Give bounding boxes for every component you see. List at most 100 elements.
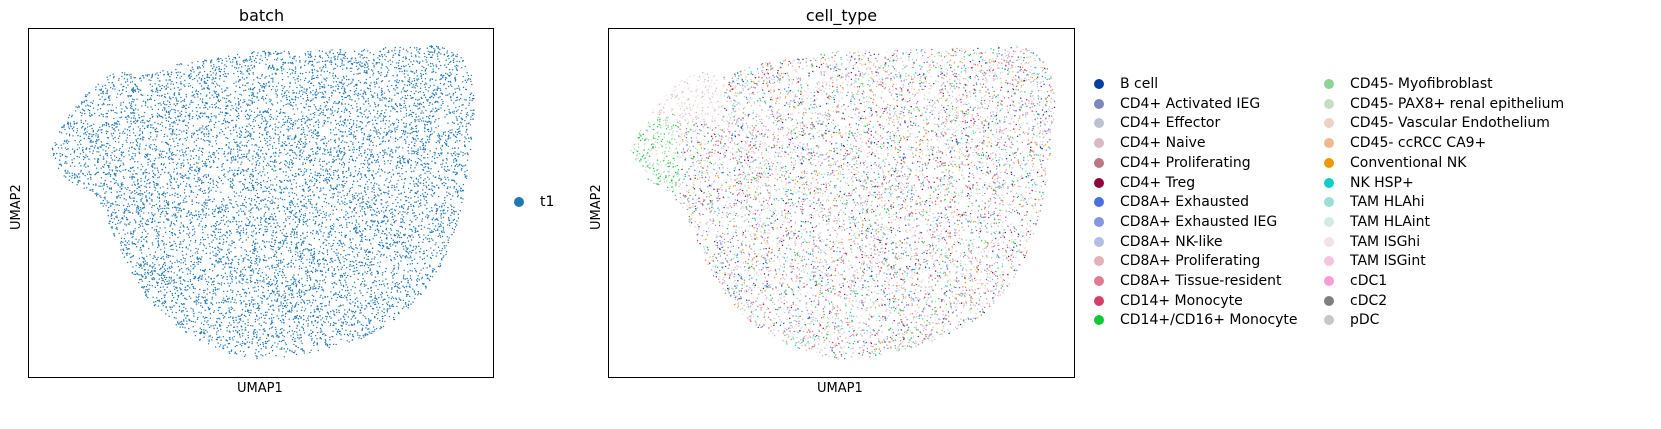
batch-point [283,240,285,243]
batch-point [166,71,169,73]
batch-point [273,52,275,55]
batch-point [134,204,136,206]
batch-point [417,103,419,105]
batch-point [345,224,348,226]
batch-point [200,213,202,216]
batch-point [453,213,455,215]
batch-point [371,95,374,97]
batch-point [199,239,202,241]
batch-point [416,217,418,219]
batch-point [328,173,331,175]
batch-point [120,194,123,196]
batch-point [234,169,236,171]
batch-point [345,75,348,77]
batch-point [350,324,353,326]
batch-point [447,145,449,148]
batch-point [407,146,409,149]
batch-point [200,322,203,324]
batch-point [440,53,442,55]
batch-point [344,152,346,154]
batch-point [180,323,182,326]
batch-point [282,62,284,64]
batch-point [275,287,277,289]
batch-point [223,297,225,299]
batch-point [453,134,455,137]
batch-point [433,157,436,160]
batch-point [212,251,214,253]
batch-point [174,242,177,245]
batch-point [304,220,307,223]
batch-point [154,148,156,150]
batch-point [78,106,81,108]
batch-point [173,168,176,170]
batch-point [444,131,446,133]
batch-point [254,117,256,119]
batch-point [372,209,374,211]
batch-point [275,91,277,93]
batch-point [289,154,291,157]
batch-point [194,321,196,323]
batch-point [415,252,417,254]
batch-point [392,151,394,154]
batch-point [242,170,245,172]
batch-point [175,286,177,289]
batch-point [345,218,347,221]
batch-point [302,250,304,252]
batch-point [250,99,252,102]
batch-point [218,78,221,80]
batch-point [286,162,289,164]
batch-point [316,281,318,283]
batch-point [366,87,369,89]
batch-point [167,187,169,190]
batch-point [154,104,156,106]
batch-point [420,148,422,150]
batch-point [323,232,325,234]
batch-point [92,152,94,154]
batch-point [446,236,449,238]
batch-point [203,135,206,137]
batch-point [290,233,292,235]
batch-point [269,215,272,218]
batch-point [284,225,286,227]
batch-point [146,179,148,182]
batch-point [328,236,330,238]
batch-point [270,184,272,186]
batch-point [234,351,237,353]
batch-point [108,206,110,209]
batch-point [444,170,447,172]
batch-point [302,242,305,244]
batch-point [397,202,399,204]
batch-point [344,55,346,58]
batch-point [237,154,239,156]
batch-point [204,163,206,165]
batch-point [392,169,394,171]
batch-point [249,104,251,107]
batch-point [232,339,234,341]
batch-point [322,93,324,95]
batch-point [397,92,400,95]
batch-point [153,205,156,207]
batch-point [289,135,291,137]
batch-point [262,50,264,53]
batch-point [217,282,219,284]
batch-point [168,230,171,233]
batch-point [260,84,262,87]
batch-point [166,192,168,194]
batch-point [218,336,221,338]
batch-point [206,74,209,76]
batch-point [396,291,399,293]
batch-point [368,134,370,136]
batch-point [208,192,210,194]
batch-point [296,120,298,122]
batch-point [238,220,240,223]
batch-point [175,134,178,136]
batch-point [276,115,279,117]
batch-point [403,106,405,108]
batch-point [326,178,328,181]
batch-point [344,57,346,60]
batch-point [446,165,449,168]
batch-point [171,154,173,157]
batch-point [374,280,376,282]
batch-point [360,152,362,155]
batch-point [449,72,451,74]
